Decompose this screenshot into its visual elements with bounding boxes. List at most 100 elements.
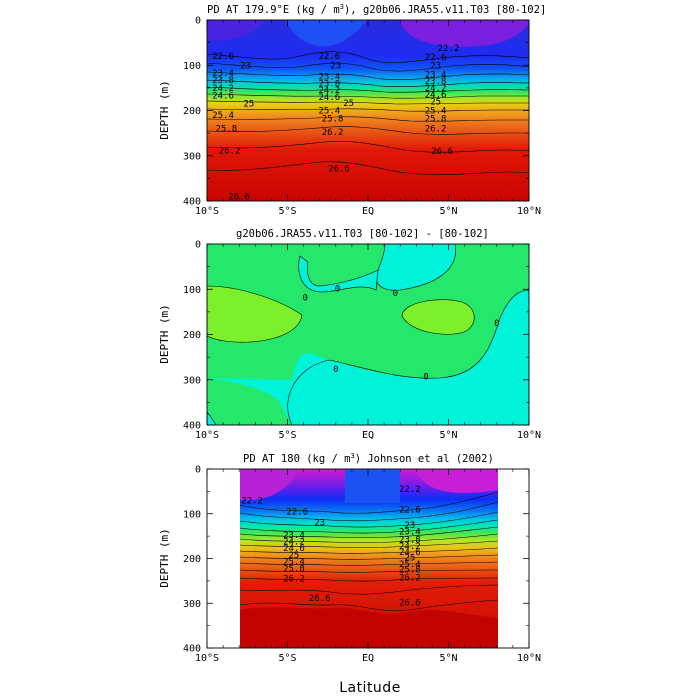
contour-label: 25.4 <box>425 107 447 117</box>
contour-label: 0 <box>393 289 398 299</box>
panel-1-title: PD AT 179.9°E (kg / m3), g20b06.JRA55.v1… <box>207 3 546 16</box>
contour-label: 22.6 <box>212 52 234 62</box>
y-tick-label: 300 <box>183 375 201 386</box>
contour-label: 25.8 <box>283 564 305 574</box>
y-tick-label: 0 <box>195 465 201 476</box>
panel-1-light-water-southern <box>207 20 265 41</box>
contour-label: 23 <box>330 61 341 71</box>
contour-label: 25.8 <box>215 125 237 135</box>
contour-label: 26.2 <box>283 575 305 585</box>
x-tick-label: 10°N <box>517 430 541 441</box>
y-tick-label: 400 <box>183 421 201 432</box>
contour-label: 25.8 <box>399 566 421 576</box>
contour-label: 25.4 <box>399 560 421 570</box>
panel-3-isopycnals <box>240 491 498 612</box>
contour-label: 0 <box>494 319 499 329</box>
contour-label: 0 <box>302 293 307 303</box>
contour-label: 0 <box>423 373 428 383</box>
contour-label: 22.2 <box>438 44 460 54</box>
contour-label: 23 <box>314 519 325 529</box>
panel-1: 22.62323.423.824.224.62525.425.826.226.6… <box>158 3 546 217</box>
contour-label: 0 <box>333 365 338 375</box>
contour-label: 22.6 <box>425 53 447 63</box>
panel-1-field <box>207 20 529 201</box>
y-tick-label: 300 <box>183 599 201 610</box>
x-tick-label: 5°S <box>278 430 296 441</box>
contour-label: 26.2 <box>425 125 447 135</box>
x-tick-label: EQ <box>362 206 374 217</box>
contour-label: 25 <box>289 551 300 561</box>
contour-label: 23 <box>404 521 415 531</box>
panel-2-zero-contour-deep <box>287 289 529 425</box>
contour-label: 24.2 <box>399 542 421 552</box>
panel-2-y-axis-label: DEPTH (m) <box>158 304 171 364</box>
x-tick-label: 10°S <box>195 430 219 441</box>
panel-1-isopycnals <box>207 51 529 175</box>
panel-3: 22.222.62323.424.224.62525.425.826.226.6… <box>158 452 541 664</box>
y-tick-label: 0 <box>195 240 201 251</box>
contour-label: 24.6 <box>399 548 421 558</box>
contour-label: 25 <box>404 554 415 564</box>
y-tick-label: 100 <box>183 509 201 520</box>
panel-1-density-shading <box>207 20 529 201</box>
contour-label: 24.6 <box>283 544 305 554</box>
contour-label: 24.2 <box>425 84 447 94</box>
panel-2-axes: 10°S 5°S EQ 5°N 10°N 0 100 200 300 400 <box>183 240 541 442</box>
panel-1-y-axis-label: DEPTH (m) <box>158 80 171 140</box>
contour-label: 23.4 <box>425 70 447 80</box>
contour-label: 23.8 <box>399 536 421 546</box>
x-tick-label: 10°S <box>195 653 219 664</box>
contour-label: 23.4 <box>399 528 421 538</box>
x-tick-label: 5°N <box>439 653 457 664</box>
panel-3-y-axis-label: DEPTH (m) <box>158 528 171 588</box>
contour-label: 25 <box>430 97 441 107</box>
contour-label: 26.2 <box>322 128 344 138</box>
panel-3-light-water-northern <box>415 469 498 494</box>
contour-label: 26.6 <box>328 164 350 174</box>
contour-label: 23 <box>430 61 441 71</box>
contour-label: 25.4 <box>283 558 305 568</box>
panel-1-axes: 10°S 5°S EQ 5°N 10°N 0 100 200 300 400 <box>183 16 541 218</box>
contour-label: 23.8 <box>212 76 234 86</box>
x-tick-label: 5°S <box>278 206 296 217</box>
contour-label: 26.6 <box>399 598 421 608</box>
panel-2-title: g20b06.JRA55.v11.T03 [80-102] - [80-102] <box>236 228 489 240</box>
y-tick-label: 100 <box>183 61 201 72</box>
y-tick-label: 300 <box>183 151 201 162</box>
x-tick-label: 10°N <box>517 206 541 217</box>
contour-label: 0 <box>335 284 340 294</box>
panel-2-positive-anomaly-deep <box>207 290 529 425</box>
panel-2-field <box>207 244 529 425</box>
y-tick-label: 200 <box>183 106 201 117</box>
contour-label: 24.2 <box>283 537 305 547</box>
panel-2-negative-anomaly-north <box>401 299 475 335</box>
contour-label: 24.2 <box>319 86 341 96</box>
x-tick-label: 5°S <box>278 653 296 664</box>
y-tick-label: 0 <box>195 16 201 27</box>
contour-label: 23 <box>240 61 251 71</box>
contour-label: 23.8 <box>319 79 341 89</box>
contour-label: 26.6 <box>228 192 250 202</box>
panel-3-contour-labels: 22.222.62323.424.224.62525.425.826.226.6… <box>241 485 420 608</box>
panel-2-positive-anomaly-north <box>375 244 456 291</box>
x-tick-label: 10°S <box>195 206 219 217</box>
contour-label: 26.2 <box>399 574 421 584</box>
contour-label: 22.6 <box>286 508 308 518</box>
panel-1-light-water-northern <box>400 20 529 47</box>
panel-3-light-water-southern <box>240 469 300 501</box>
contour-label: 23.8 <box>425 77 447 87</box>
contour-label: 24.2 <box>212 84 234 94</box>
y-tick-label: 400 <box>183 197 201 208</box>
panel-3-equatorial-dome <box>345 469 400 503</box>
panel-3-axes: 10°S 5°S EQ 5°N 10°N 0 100 200 300 400 <box>183 465 541 665</box>
contour-label: 25 <box>343 99 354 109</box>
y-tick-label: 200 <box>183 554 201 565</box>
panel-3-field <box>240 469 498 648</box>
contour-label: 25.4 <box>319 107 341 117</box>
x-tick-label: 10°N <box>517 653 541 664</box>
contour-label: 26.6 <box>431 147 453 157</box>
contour-label: 25 <box>243 100 254 110</box>
x-tick-label: 5°N <box>439 206 457 217</box>
contour-label: 25.4 <box>212 111 234 121</box>
